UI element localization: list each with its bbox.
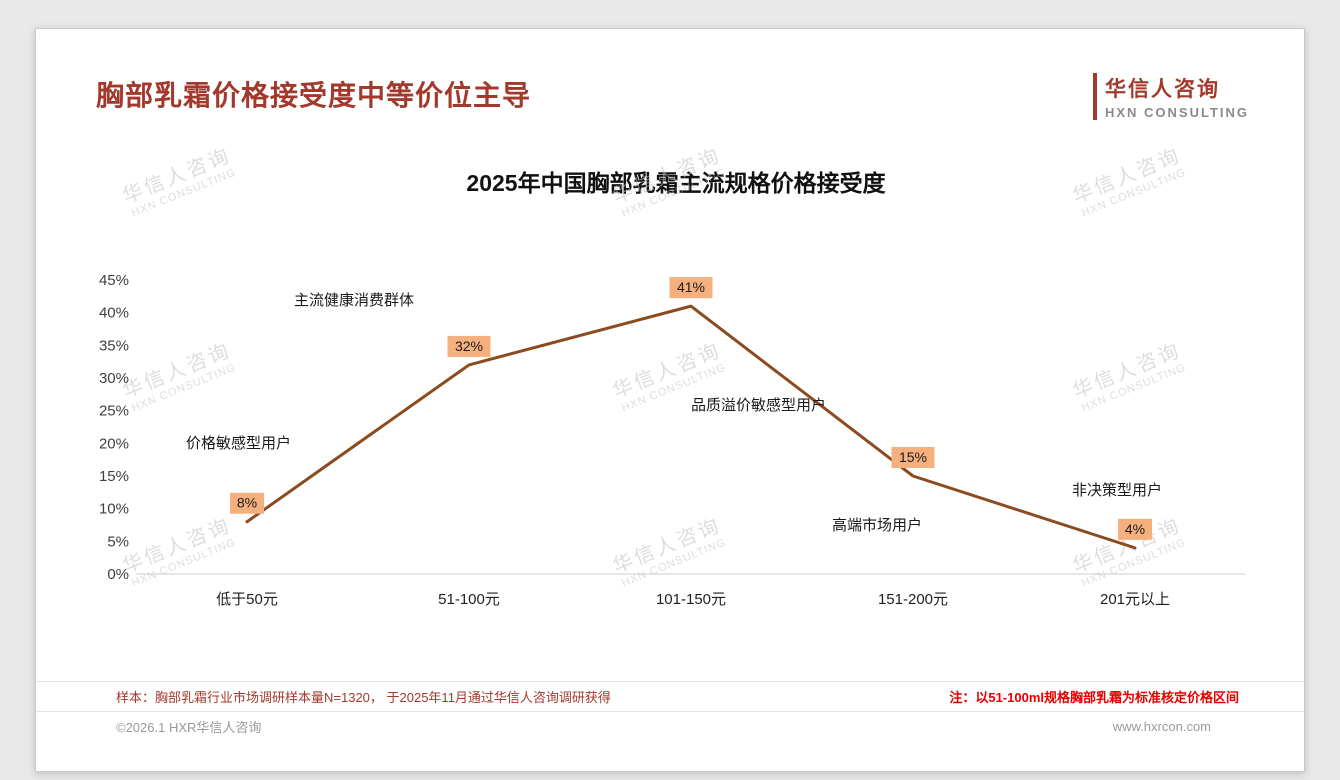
y-axis-tick: 10% [99, 501, 129, 518]
value-label-box [669, 277, 713, 299]
y-axis-tick: 45% [99, 272, 129, 289]
value-label-box [891, 447, 935, 468]
x-axis-category: 201元以上 [1100, 591, 1170, 608]
x-axis-category: 51-100元 [438, 591, 500, 608]
value-label: 15% [899, 449, 927, 465]
x-axis-category: 低于50元 [216, 591, 278, 608]
value-label-box [447, 335, 491, 357]
y-axis-tick: 20% [99, 435, 129, 452]
y-axis-tick: 0% [107, 566, 129, 583]
annotation: 主流健康消费群体 [294, 292, 414, 309]
standard-note: 注：以51-100ml规格胸部乳霜为标准核定价格区间 [949, 690, 1239, 705]
annotation: 价格敏感型用户 [186, 435, 291, 452]
website-text: www.hxrcon.com [1112, 719, 1211, 734]
price-acceptance-line-chart: 0% 5% 10% 15% 20% 25% 30% 35% 40% 45% 低于50元 51-100元… [91, 239, 1291, 639]
annotation: 高端市场用户 [832, 517, 922, 534]
report-slide: 华信人咨询 HXN CONSULTING 华信人咨询 HXN CONSULTING 华信… [35, 28, 1305, 772]
value-label: 41% [677, 279, 705, 295]
x-axis-category: 101-150元 [656, 591, 726, 608]
copyright-text: ©2026.1 HXR华信人咨询 [116, 720, 262, 735]
value-label-box [1118, 518, 1152, 540]
y-axis-tick: 25% [99, 403, 129, 420]
value-label: 32% [455, 338, 483, 354]
annotation: 品质溢价敏感型用户 [691, 397, 826, 414]
value-label: 8% [237, 495, 257, 511]
logo-name-cn: 华信人咨询 [1104, 78, 1220, 101]
y-axis-tick: 5% [107, 533, 129, 550]
page-title: 胸部乳霜价格接受度中等价位主导 [96, 80, 532, 111]
chart-title: 2025年中国胸部乳霜主流规格价格接受度 [466, 170, 886, 196]
annotation: 非决策型用户 [1072, 482, 1162, 499]
y-axis-tick: 15% [99, 468, 129, 485]
data-line [245, 304, 1137, 550]
y-axis-tick: 40% [99, 305, 129, 322]
company-logo: 华信人咨询 HXN CONSULTING [1092, 73, 1249, 120]
notes-row: 样本：胸部乳霜行业市场调研样本量N=1320， 于2025年11月通过华信人咨询… [36, 681, 1304, 711]
logo-bar-icon [1092, 73, 1097, 120]
y-axis-tick: 30% [99, 370, 129, 387]
y-axis-tick: 35% [99, 337, 129, 354]
value-label: 4% [1125, 521, 1145, 537]
logo-name-en: HXN CONSULTING [1104, 105, 1249, 120]
footer: ©2026.1 HXR华信人咨询 www.hxrcon.com [36, 711, 1304, 741]
value-label-box [230, 492, 264, 514]
chart-canvas: 0% 5% 10% 15% 20% 25% 30% 35% 40% 45% 低于50元 51-100元… [99, 272, 1246, 608]
x-axis-category: 151-200元 [878, 591, 948, 608]
sample-note: 样本：胸部乳霜行业市场调研样本量N=1320， 于2025年11月通过华信人咨询… [116, 690, 611, 705]
